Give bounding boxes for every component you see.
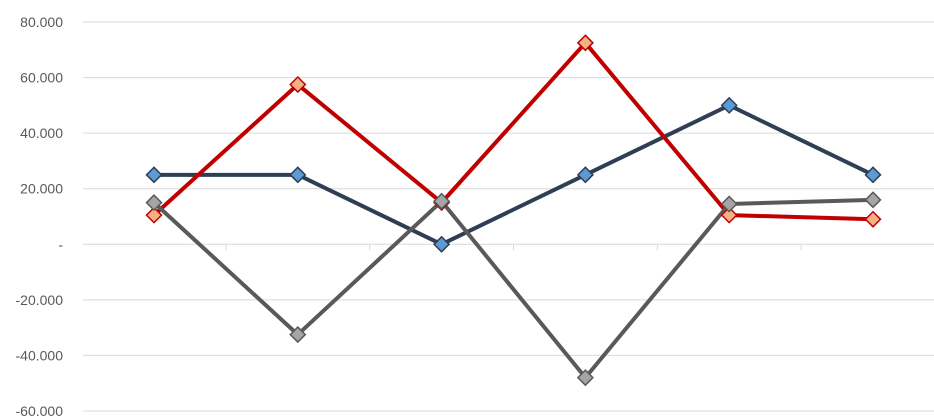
series-markers	[145, 34, 882, 387]
x-axis-ticks	[225, 244, 802, 251]
data-point-marker	[720, 195, 738, 213]
gridlines	[83, 21, 934, 412]
data-point-marker	[289, 75, 307, 94]
series-line-3	[152, 197, 875, 380]
data-point-marker	[289, 326, 307, 344]
data-point-marker	[145, 194, 163, 212]
y-tick-label: 40.000	[20, 125, 63, 141]
y-tick-label: 60.000	[20, 70, 63, 86]
data-point-marker	[720, 96, 738, 114]
data-point-marker	[433, 192, 451, 210]
data-point-marker	[576, 34, 594, 52]
y-tick-label: -	[58, 236, 63, 252]
y-tick-label: -20.000	[16, 292, 64, 308]
y-tick-label: -60.000	[16, 403, 64, 416]
data-point-marker	[145, 166, 163, 184]
y-tick-label: 80.000	[20, 14, 63, 30]
y-axis-tick-labels: 80.000 60.000 40.000 20.000 - -20.000 -40.000 -…	[16, 14, 64, 416]
series-lines	[152, 40, 875, 380]
data-point-marker	[720, 206, 738, 224]
data-point-marker	[433, 235, 451, 253]
data-point-marker	[576, 166, 594, 184]
data-point-marker	[864, 210, 882, 228]
series-line-2	[152, 40, 875, 222]
data-point-marker	[289, 166, 307, 184]
y-tick-label: 20.000	[20, 181, 63, 197]
series-line-1	[152, 103, 875, 247]
data-point-marker	[864, 166, 882, 184]
data-point-marker	[576, 369, 594, 387]
data-point-marker	[864, 191, 882, 209]
y-tick-label: -40.000	[16, 347, 64, 363]
data-point-marker	[145, 206, 163, 224]
